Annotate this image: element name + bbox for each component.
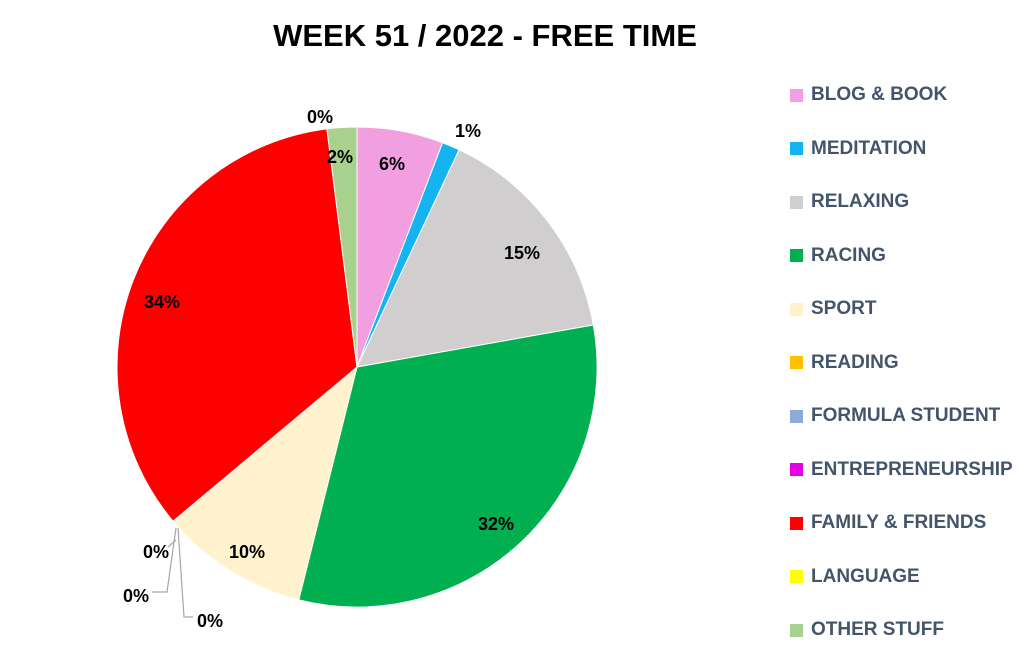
legend-label-other-stuff: OTHER STUFF xyxy=(811,619,944,640)
legend-swatch-meditation xyxy=(790,142,803,155)
data-label-sport: 10% xyxy=(229,542,265,562)
legend-swatch-sport xyxy=(790,302,803,316)
legend-item-entrepreneurship: ENTREPRENEURSHIP xyxy=(790,457,1013,483)
data-label-extra-blog-and-book: 0% xyxy=(307,107,333,127)
leader-line-entrepreneurship xyxy=(177,527,193,618)
legend-label-entrepreneurship: ENTREPRENEURSHIP xyxy=(811,458,1013,480)
legend-swatch-formula-student xyxy=(790,409,803,423)
legend-label-relaxing: RELAXING xyxy=(811,191,910,212)
legend-item-other-stuff: OTHER STUFF xyxy=(790,617,944,643)
legend-label-language: LANGUAGE xyxy=(811,565,920,587)
legend-label-sport: SPORT xyxy=(811,298,877,319)
legend-label-blog-and-book: BLOG & BOOK xyxy=(811,84,948,105)
legend-swatch-relaxing xyxy=(790,195,803,209)
data-label-formula-student: 0% xyxy=(123,586,149,606)
legend-swatch-other-stuff xyxy=(790,623,803,637)
data-label-other-stuff: 2% xyxy=(327,147,353,167)
leader-line-formula-student xyxy=(152,527,177,593)
legend-swatch-language xyxy=(790,570,803,583)
pie-slice-relaxing xyxy=(356,149,594,368)
legend-item-meditation: MEDITATION xyxy=(790,136,926,162)
legend-item-reading: READING xyxy=(790,350,899,376)
pie-slice-racing xyxy=(298,324,598,608)
data-label-entrepreneurship: 0% xyxy=(197,611,223,631)
legend-item-sport: SPORT xyxy=(790,296,876,322)
legend-item-family-and-friends: FAMILY & FRIENDS xyxy=(790,510,986,536)
legend-swatch-entrepreneurship xyxy=(790,463,803,476)
legend-label-reading: READING xyxy=(811,351,899,373)
legend-label-formula-student: FORMULA STUDENT xyxy=(811,405,1001,426)
legend-label-family-and-friends: FAMILY & FRIENDS xyxy=(811,512,987,533)
data-label-family-and-friends: 34% xyxy=(144,292,180,312)
legend-swatch-blog-and-book xyxy=(790,88,803,102)
legend-label-meditation: MEDITATION xyxy=(811,137,927,159)
legend-item-formula-student: FORMULA STUDENT xyxy=(790,403,1000,429)
pie-slice-sport xyxy=(172,365,358,601)
legend-item-racing: RACING xyxy=(790,243,886,269)
data-label-blog-and-book: 6% xyxy=(379,154,405,174)
data-label-racing: 32% xyxy=(478,514,514,534)
legend-item-language: LANGUAGE xyxy=(790,564,920,590)
chart-title: WEEK 51 / 2022 - FREE TIME xyxy=(273,18,697,53)
data-label-reading: 0% xyxy=(143,542,169,562)
legend-swatch-racing xyxy=(790,249,803,262)
legend-label-racing: RACING xyxy=(811,244,886,266)
legend-swatch-family-and-friends xyxy=(790,516,803,530)
pie-slice-other-stuff xyxy=(326,126,358,368)
legend-item-blog-and-book: BLOG & BOOK xyxy=(790,82,947,108)
leader-line-reading xyxy=(167,539,177,548)
data-label-relaxing: 15% xyxy=(504,243,540,263)
legend-item-relaxing: RELAXING xyxy=(790,189,909,215)
data-label-meditation: 1% xyxy=(455,121,481,141)
pie-slice-family-and-friends xyxy=(116,128,358,522)
legend-swatch-reading xyxy=(790,356,803,369)
